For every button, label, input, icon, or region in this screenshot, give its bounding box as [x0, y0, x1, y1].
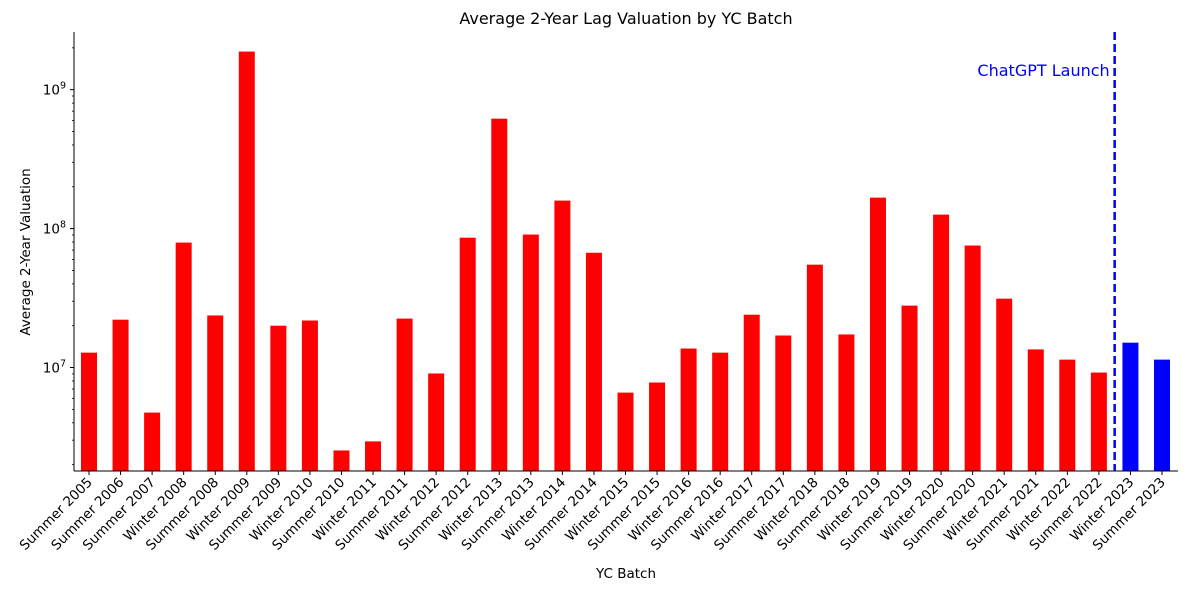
- bar: [81, 352, 97, 471]
- bar: [649, 382, 666, 471]
- bar: [996, 298, 1013, 471]
- y-axis-label: Average 2-Year Valuation: [18, 168, 34, 335]
- bar: [428, 373, 445, 471]
- bar: [491, 118, 508, 472]
- bar: [901, 305, 918, 471]
- y-tick-label: 109: [43, 81, 66, 99]
- bar: [933, 214, 950, 472]
- bar: [964, 245, 981, 471]
- bar: [1027, 349, 1044, 471]
- bar: [554, 200, 571, 471]
- bar: [522, 234, 539, 471]
- chart-title: Average 2-Year Lag Valuation by YC Batch: [459, 9, 792, 28]
- bar: [775, 335, 792, 471]
- bar: [333, 450, 350, 471]
- bar: [238, 51, 255, 471]
- bar: [207, 315, 224, 471]
- chatgpt-launch-label: ChatGPT Launch: [977, 61, 1109, 80]
- bar: [365, 441, 382, 471]
- bar: [743, 314, 760, 471]
- bar: [459, 237, 476, 471]
- y-tick-label: 108: [43, 220, 66, 238]
- y-tick-label: 107: [43, 359, 66, 377]
- bar: [838, 334, 855, 471]
- bar: [869, 197, 886, 471]
- bar: [270, 325, 287, 471]
- bar: [1090, 372, 1107, 471]
- bar: [585, 252, 602, 471]
- bar: [144, 412, 161, 471]
- bar: [712, 352, 729, 471]
- bar: [1122, 342, 1139, 471]
- bar: [112, 319, 129, 471]
- bar: [806, 264, 823, 471]
- bar: [175, 242, 192, 471]
- bar: [1154, 359, 1170, 471]
- x-axis-label: YC Batch: [595, 566, 656, 582]
- bar: [301, 320, 318, 471]
- bar: [680, 348, 697, 471]
- bar: [1059, 359, 1076, 471]
- bar: [617, 392, 634, 471]
- bar: [396, 318, 413, 471]
